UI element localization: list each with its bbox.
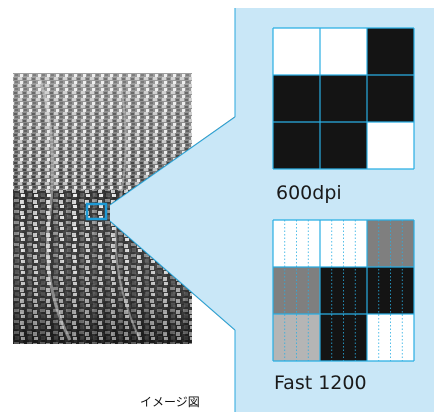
label-600dpi: 600dpi — [276, 182, 342, 204]
grid-cell — [367, 122, 414, 169]
grid-cell — [320, 28, 367, 75]
zoom-region-box — [85, 202, 108, 221]
image-caption: イメージ図 — [140, 395, 200, 409]
grid-cell — [273, 75, 320, 122]
grid-cell — [320, 75, 367, 122]
grid-cell — [273, 28, 320, 75]
grid-fast-1200 — [272, 219, 415, 362]
grid-600dpi — [272, 27, 415, 170]
grid-cell — [320, 122, 367, 169]
grid-cell — [367, 28, 414, 75]
grid-cell — [367, 75, 414, 122]
label-fast-1200: Fast 1200 — [274, 372, 367, 394]
grid-cell — [273, 122, 320, 169]
